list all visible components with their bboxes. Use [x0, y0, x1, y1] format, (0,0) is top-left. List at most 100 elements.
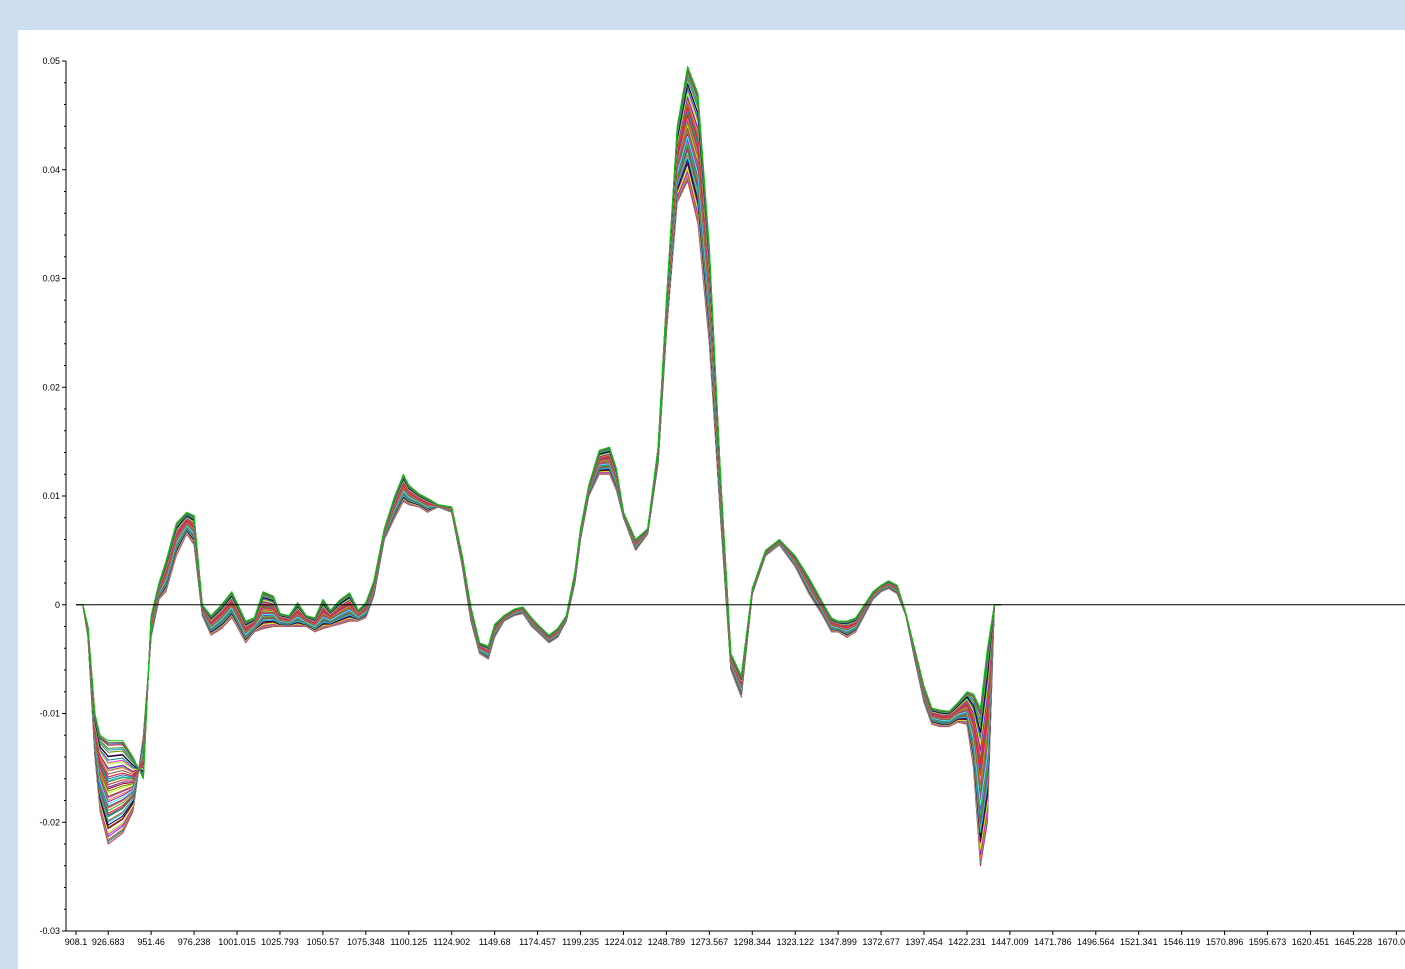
y-tick-label: -0.02 — [39, 817, 60, 827]
spectrum-line — [76, 68, 1002, 779]
spectrum-line — [76, 119, 1002, 790]
spectrum-line — [76, 99, 1002, 774]
spectrum-line — [76, 91, 1002, 770]
spectrum-line — [76, 83, 1002, 773]
x-tick-label: 1447.009 — [991, 937, 1029, 947]
spectrum-line — [76, 128, 1002, 799]
spectrum-line — [76, 143, 1002, 816]
y-tick-label: 0 — [55, 600, 60, 610]
spectrum-line — [76, 149, 1002, 824]
x-tick-label: 926.683 — [92, 937, 125, 947]
y-tick-label: 0.04 — [42, 165, 60, 175]
spectrum-line — [76, 82, 1002, 773]
y-tick-label: 0.01 — [42, 491, 60, 501]
spectrum-line — [76, 162, 1002, 843]
spectrum-line — [76, 159, 1002, 838]
spectrum-line — [76, 69, 1002, 778]
x-tick-label: 1100.125 — [390, 937, 427, 947]
spectrum-line — [76, 133, 1002, 803]
series-layer — [76, 65, 1002, 867]
spectrum-line — [76, 87, 1002, 772]
spectrum-line — [76, 156, 1002, 833]
spectrum-line — [76, 108, 1002, 780]
spectrum-line — [76, 175, 1002, 860]
x-tick-label: 908.1 — [65, 937, 88, 947]
x-tick-label: 1372.677 — [862, 937, 900, 947]
x-tick-label: 1347.899 — [819, 937, 857, 947]
x-tick-label: 1620.451 — [1292, 937, 1330, 947]
x-tick-label: 1397.454 — [905, 937, 943, 947]
spectrum-line — [76, 117, 1002, 788]
spectrum-line — [76, 111, 1002, 783]
x-tick-label: 1422.231 — [948, 937, 986, 947]
y-tick-label: 0.03 — [42, 274, 60, 284]
x-tick-label: 1521.341 — [1120, 937, 1158, 947]
spectrum-line — [76, 105, 1002, 778]
spectrum-line — [76, 169, 1002, 852]
x-tick-label: 976.238 — [178, 937, 211, 947]
x-tick-label: 1570.896 — [1206, 937, 1244, 947]
spectrum-line — [76, 76, 1002, 776]
spectrum-line — [76, 180, 1002, 867]
spectrum-line — [76, 127, 1002, 797]
spectrum-line — [76, 96, 1002, 773]
spectrum-line — [76, 110, 1002, 782]
x-tick-label: 951.46 — [137, 937, 165, 947]
spectrum-line — [76, 138, 1002, 810]
spectrum-line — [76, 177, 1002, 864]
x-tick-label: 1298.344 — [734, 937, 772, 947]
x-tick-label: 1645.228 — [1335, 937, 1373, 947]
axis-layer: 0.05 0.04 0.03 0.02 0.01 0 -0.01 -0.02 -0.03 908.… — [39, 56, 1405, 947]
spectrum-line — [76, 71, 1002, 778]
x-tick-label: 1670.006 — [1378, 937, 1405, 947]
spectrum-line — [76, 169, 1002, 852]
x-tick-label: 1273.567 — [691, 937, 729, 947]
spectrum-line — [76, 65, 1002, 780]
spectrum-line — [76, 131, 1002, 801]
x-tick-label: 1595.673 — [1249, 937, 1287, 947]
spectrum-line — [76, 155, 1002, 832]
spectrum-line — [76, 106, 1002, 778]
y-tick-label: -0.01 — [39, 709, 60, 719]
spectrum-line — [76, 127, 1002, 798]
spectrum-line — [76, 102, 1002, 775]
spectrum-line — [76, 147, 1002, 822]
x-tick-label: 1546.119 — [1163, 937, 1200, 947]
x-tick-label: 1001.015 — [218, 937, 256, 947]
spectrum-line — [76, 154, 1002, 831]
window-frame-left — [0, 0, 18, 969]
spectrum-line — [76, 96, 1002, 772]
spectrum-line — [76, 121, 1002, 792]
spectrum-line — [76, 140, 1002, 812]
spectrum-line — [76, 118, 1002, 789]
spectrum-line — [76, 76, 1002, 776]
x-tick-label: 1025.793 — [261, 937, 299, 947]
spectrum-line — [76, 146, 1002, 820]
x-tick-label: 1224.012 — [605, 937, 643, 947]
x-tick-label: 1248.789 — [648, 937, 686, 947]
x-tick-label: 1323.122 — [776, 937, 814, 947]
spectrum-line — [76, 163, 1002, 843]
spectrum-line — [76, 90, 1002, 770]
x-tick-label: 1075.348 — [347, 937, 385, 947]
x-tick-label: 1199.235 — [562, 937, 599, 947]
spectrum-line — [76, 149, 1002, 825]
window-frame-top — [0, 0, 1405, 30]
y-tick-label: -0.03 — [39, 926, 60, 936]
spectrum-line — [76, 114, 1002, 786]
spectrum-line — [76, 167, 1002, 850]
spectrum-line — [76, 98, 1002, 774]
spectrum-line — [76, 171, 1002, 855]
spectrum-line — [76, 161, 1002, 841]
x-tick-label: 1174.457 — [519, 937, 556, 947]
x-tick-label: 1496.564 — [1077, 937, 1115, 947]
y-tick-label: 0.02 — [42, 382, 60, 392]
spectrum-line — [76, 123, 1002, 794]
x-tick-label: 1471.786 — [1034, 937, 1072, 947]
spectrum-line — [76, 139, 1002, 810]
plot-panel — [18, 30, 1405, 969]
x-tick-label: 1124.902 — [433, 937, 470, 947]
spectrum-line — [76, 74, 1002, 776]
x-tick-label: 1050.57 — [307, 937, 340, 947]
